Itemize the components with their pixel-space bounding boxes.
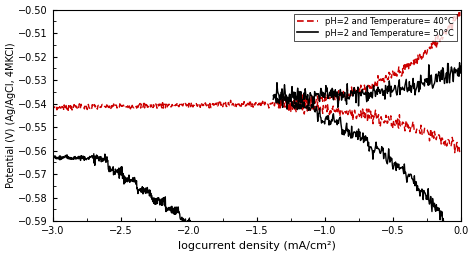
Legend: pH=2 and Temperature= 40°C, pH=2 and Temperature= 50°C: pH=2 and Temperature= 40°C, pH=2 and Tem… [294, 14, 456, 41]
X-axis label: logcurrent density (mA/cm²): logcurrent density (mA/cm²) [178, 241, 336, 251]
Y-axis label: Potential (V) (Ag/AgCl, 4MKCl): Potential (V) (Ag/AgCl, 4MKCl) [6, 42, 16, 188]
